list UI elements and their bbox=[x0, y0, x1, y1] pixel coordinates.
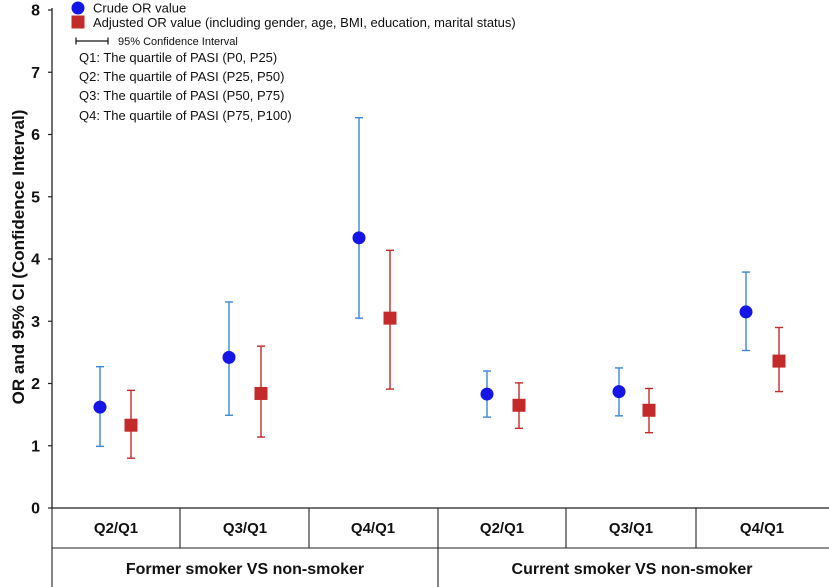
crude-or-point bbox=[612, 367, 626, 417]
legend-crude-label: Crude OR value bbox=[93, 1, 186, 16]
adjusted-or-marker bbox=[124, 418, 138, 432]
adjusted-or-point bbox=[383, 249, 397, 390]
legend-note-q1: Q1: The quartile of PASI (P0, P25) bbox=[79, 50, 277, 65]
adjusted-or-marker bbox=[512, 398, 526, 412]
y-tick-label: 7 bbox=[31, 65, 40, 82]
legend: Crude OR value Adjusted OR value (includ… bbox=[71, 1, 516, 123]
crude-or-marker bbox=[480, 387, 494, 401]
legend-square-marker bbox=[71, 15, 85, 29]
group-label: Current smoker VS non-smoker bbox=[512, 561, 753, 578]
y-tick-label: 2 bbox=[31, 376, 40, 393]
legend-note-q2: Q2: The quartile of PASI (P25, P50) bbox=[79, 69, 284, 84]
y-tick-label: 5 bbox=[31, 189, 40, 206]
adjusted-or-point bbox=[772, 326, 786, 393]
crude-or-marker bbox=[93, 400, 107, 414]
legend-ci-label: 95% Confidence Interval bbox=[118, 36, 238, 48]
y-tick-label: 6 bbox=[31, 127, 40, 144]
adjusted-or-marker bbox=[772, 354, 786, 368]
y-tick-label: 3 bbox=[31, 314, 40, 331]
adjusted-or-point bbox=[254, 345, 268, 438]
adjusted-or-marker bbox=[642, 403, 656, 417]
category-label: Q3/Q1 bbox=[609, 520, 653, 537]
crude-or-point bbox=[480, 370, 494, 418]
adjusted-or-marker bbox=[254, 386, 268, 400]
adjusted-or-marker bbox=[383, 311, 397, 325]
legend-ci-bar bbox=[75, 37, 109, 45]
crude-or-point bbox=[93, 365, 107, 448]
group-labels: Former smoker VS non-smoker Current smoke… bbox=[126, 561, 753, 578]
adjusted-or-point bbox=[124, 389, 138, 459]
legend-note-q3: Q3: The quartile of PASI (P50, P75) bbox=[79, 88, 284, 103]
legend-note-q4: Q4: The quartile of PASI (P75, P100) bbox=[79, 108, 292, 123]
y-axis-label: OR and 95% CI (Confidence Interval) bbox=[9, 110, 28, 405]
category-label: Q4/Q1 bbox=[351, 520, 395, 537]
y-tick-label: 0 bbox=[31, 501, 40, 518]
crude-or-marker bbox=[352, 231, 366, 245]
crude-or-point bbox=[352, 116, 366, 319]
legend-circle-marker bbox=[71, 1, 85, 15]
axes bbox=[51, 8, 829, 587]
legend-adjusted-label: Adjusted OR value (including gender, age… bbox=[93, 15, 516, 30]
group-label: Former smoker VS non-smoker bbox=[126, 561, 364, 578]
category-label: Q2/Q1 bbox=[480, 520, 524, 537]
category-label: Q2/Q1 bbox=[94, 520, 138, 537]
category-labels: Q2/Q1 Q3/Q1 Q4/Q1 Q2/Q1 Q3/Q1 Q4/Q1 bbox=[94, 520, 784, 537]
crude-or-marker bbox=[612, 385, 626, 399]
y-tick-label: 4 bbox=[31, 252, 40, 269]
crude-or-point bbox=[222, 301, 236, 416]
y-tick-labels: 0 1 2 3 4 5 6 7 8 bbox=[31, 3, 52, 518]
crude-or-marker bbox=[739, 305, 753, 319]
category-label: Q4/Q1 bbox=[740, 520, 784, 537]
y-tick-label: 8 bbox=[31, 3, 40, 20]
y-tick-label: 1 bbox=[31, 438, 40, 455]
crude-or-marker bbox=[222, 350, 236, 364]
category-label: Q3/Q1 bbox=[223, 520, 267, 537]
adjusted-or-point bbox=[512, 382, 526, 430]
crude-or-point bbox=[739, 271, 753, 352]
data-marks bbox=[93, 116, 786, 459]
adjusted-or-point bbox=[642, 387, 656, 434]
